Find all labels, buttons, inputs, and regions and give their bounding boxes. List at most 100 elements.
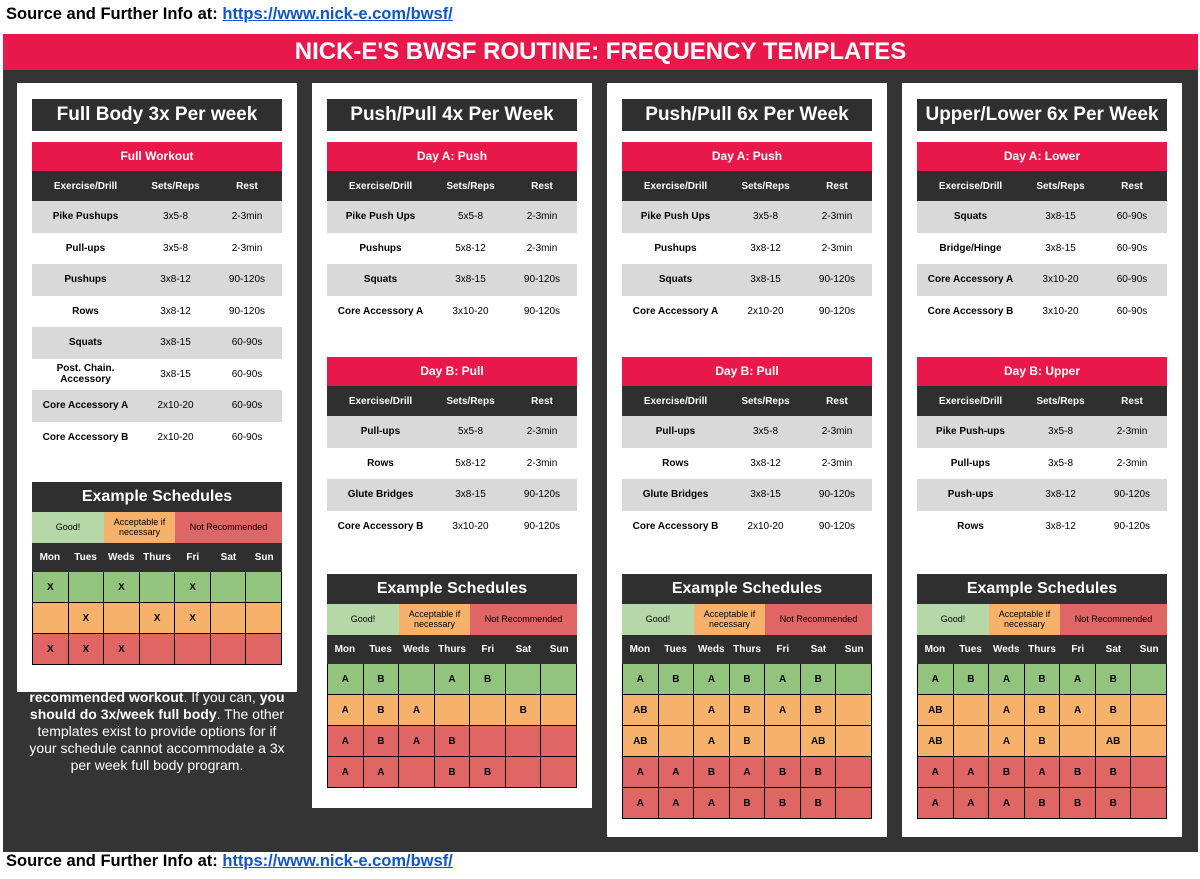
schedule-cell: B [470, 757, 506, 787]
exercise-name: Core Accessory B [337, 520, 424, 532]
column-header-sets: Sets/Reps [1036, 180, 1085, 192]
template-panel: Full Body 3x Per week Full Workout Exercis… [17, 83, 297, 692]
panel-title: Full Body 3x Per week [32, 99, 282, 131]
source-link[interactable]: https://www.nick-e.com/bwsf/ [222, 852, 453, 870]
schedule-cell: A [729, 757, 766, 787]
sets-reps: 3x10-20 [1042, 305, 1079, 317]
schedule-cell: AB [800, 726, 837, 756]
schedule-cell: X [175, 603, 211, 633]
column-header-rest: Rest [826, 180, 848, 192]
exercise-name: Pushups [359, 242, 402, 254]
schedule-cell [175, 634, 211, 664]
rest-time: 2-3min [231, 242, 263, 254]
rest-time: 60-90s [231, 337, 263, 349]
exercise-name: Pushups [654, 242, 697, 254]
column-header-sets: Sets/Reps [1036, 395, 1085, 407]
table-header-row: Exercise/Drill Sets/Reps Rest [327, 386, 577, 416]
schedule-cell: A [658, 757, 695, 787]
schedule-cell: X [68, 634, 105, 664]
workout-day-title: Full Workout [32, 142, 282, 171]
weekday-label: Tues [664, 644, 687, 655]
schedule-cell [1131, 664, 1168, 694]
schedule-cell: B [694, 757, 730, 787]
exercise-name: Pull-ups [950, 457, 991, 469]
table-row: Pushups 3x8-12 2-3min [622, 233, 872, 265]
weekday-label: Sat [515, 644, 532, 655]
schedule-cell: A [1060, 695, 1096, 725]
schedule-cell: B [989, 757, 1025, 787]
weekday-label: Fri [776, 644, 790, 655]
schedule-cell [246, 603, 283, 633]
weekday-label: Mon [629, 644, 651, 655]
table-row: Glute Bridges 3x8-15 90-120s [622, 479, 872, 511]
schedule-cell: B [434, 726, 471, 756]
workout-table: Full Workout Exercise/Drill Sets/Reps Rest P… [32, 142, 282, 453]
column-header-rest: Rest [1121, 180, 1143, 192]
source-link[interactable]: https://www.nick-e.com/bwsf/ [222, 5, 453, 23]
sets-reps: 3x5-8 [162, 211, 188, 223]
workout-day-title: Day A: Lower [917, 142, 1167, 171]
exercise-name: Core Accessory A [927, 274, 1014, 286]
table-row: Pushups 5x8-12 2-3min [327, 233, 577, 265]
exercise-name: Squats [953, 211, 988, 223]
rest-time: 2-3min [526, 426, 558, 438]
rest-time: 2-3min [231, 211, 263, 223]
rest-time: 2-3min [1116, 426, 1148, 438]
column-header-sets: Sets/Reps [446, 395, 495, 407]
column-header-exercise: Exercise/Drill [938, 395, 1003, 407]
schedule-cell: A [765, 664, 801, 694]
schedule-cell: B [1095, 695, 1132, 725]
exercise-name: Squats [363, 274, 398, 286]
schedule-cell: X [32, 572, 69, 602]
rest-time: 90-120s [523, 489, 561, 501]
workout-table: Day A: Push Exercise/Drill Sets/Reps Rest Pi… [622, 142, 872, 327]
legend-acceptable: Acceptable if necessary [104, 512, 175, 543]
schedule-cell: A [327, 664, 364, 694]
schedule-cell: B [765, 757, 801, 787]
table-row: Core Accessory B 3x10-20 60-90s [917, 296, 1167, 328]
table-row: Pushups 3x8-12 90-120s [32, 264, 282, 296]
table-row: Core Accessory A 2x10-20 60-90s [32, 390, 282, 422]
table-row: Rows 3x8-12 90-120s [32, 296, 282, 328]
table-row: Core Accessory B 2x10-20 90-120s [622, 511, 872, 543]
schedule-cell: B [1060, 788, 1096, 818]
note-emphasis: 3x/week Full Body [60, 672, 182, 688]
schedule-cell [1131, 757, 1168, 787]
schedule-legend: Good! Acceptable if necessary Not Recommen… [917, 604, 1167, 635]
exercise-name: Post. Chain. Accessory [56, 363, 115, 386]
sets-reps: 3x8-12 [160, 305, 191, 317]
rest-time: 2-3min [821, 426, 853, 438]
schedule-cell: A [917, 757, 954, 787]
schedule-cell: B [1024, 695, 1061, 725]
schedule-cell [470, 695, 506, 725]
table-header-row: Exercise/Drill Sets/Reps Rest [622, 171, 872, 201]
weekday-label: Sun [844, 644, 864, 655]
workout-day-title: Day B: Pull [327, 357, 577, 386]
schedule-cell: A [363, 757, 400, 787]
template-panel: Push/Pull 6x Per Week Day A: Push Exercise… [607, 83, 887, 837]
workout-day-title: Day B: Pull [622, 357, 872, 386]
schedule-cell: X [175, 572, 211, 602]
schedule-legend: Good! Acceptable if necessary Not Recommen… [622, 604, 872, 635]
schedule-cell: A [917, 788, 954, 818]
weekday-label: Mon [334, 644, 356, 655]
schedule-cell: B [800, 788, 837, 818]
schedule-cell [505, 664, 542, 694]
table-row: Pike Push Ups 5x5-8 2-3min [327, 201, 577, 233]
sets-reps: 3x10-20 [452, 305, 489, 317]
rest-time: 90-120s [818, 305, 856, 317]
rest-time: 90-120s [818, 520, 856, 532]
schedule-cell: AB [917, 695, 954, 725]
schedule-cell [658, 695, 695, 725]
exercise-name: Pull-ups [360, 426, 401, 438]
sets-reps: 3x5-8 [1047, 457, 1073, 469]
weekday-header-row: Mon Tues Weds Thurs Fri Sat Sun [32, 543, 282, 572]
schedules-title: Example Schedules [327, 574, 577, 604]
sets-reps: 2x10-20 [157, 431, 194, 443]
